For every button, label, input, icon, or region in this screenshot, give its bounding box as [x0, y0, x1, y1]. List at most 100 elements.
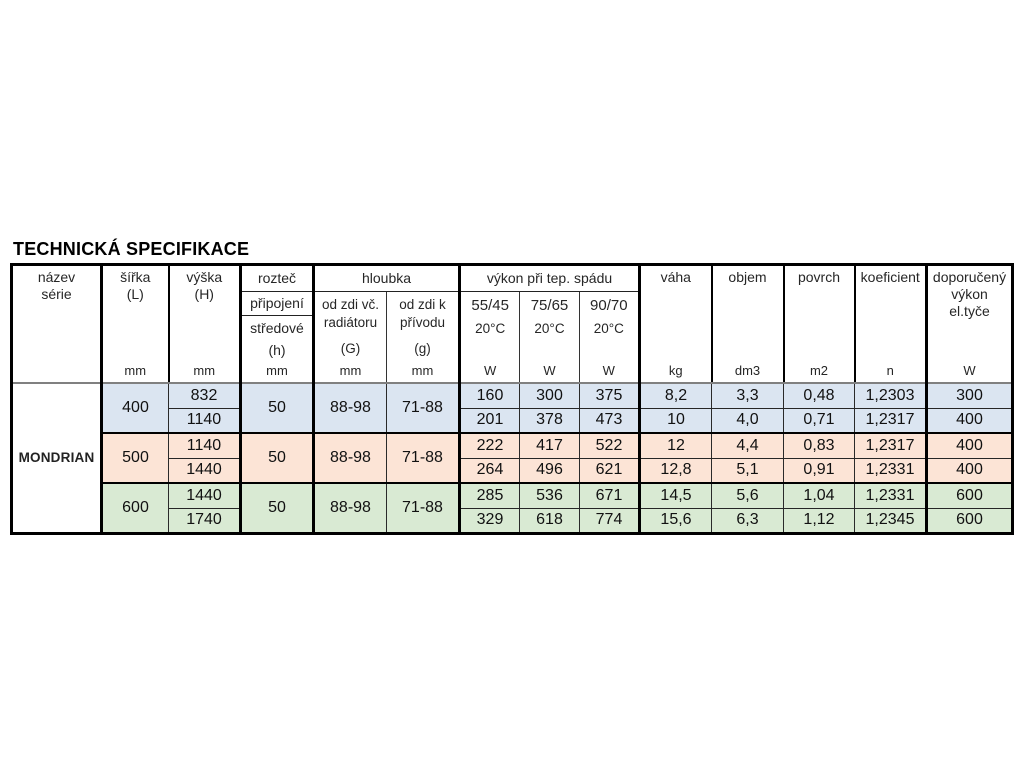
col-header-roztec: rozteč připojení středové (h) mm [240, 264, 315, 384]
cell-povrch: 0,83 [783, 433, 855, 459]
vyska-label: výška [186, 269, 223, 285]
vykon-sub-9070: 90/70 20°C W [590, 297, 628, 378]
cell-koeficient: 1,2317 [854, 408, 928, 434]
cell-vykon-7565: 378 [519, 408, 580, 434]
cell-koeficient: 1,2331 [854, 458, 928, 484]
sirka-label: šířka [120, 269, 151, 285]
roztec-line2: (h) [268, 342, 286, 358]
cell-vykon-7565: 536 [519, 483, 580, 509]
cell-roztec: 50 [240, 383, 315, 434]
cell-doporuceny: 400 [926, 408, 1013, 434]
cell-vykon-9070: 522 [579, 433, 641, 459]
cell-objem: 6,3 [711, 508, 784, 534]
hloubka-sub-privod: od zdi k přívodu (g) mm [399, 297, 446, 378]
cell-hloubka-g2: 71-88 [386, 433, 461, 484]
cell-vaha: 14,5 [639, 483, 712, 509]
cell-sirka: 500 [101, 433, 169, 484]
cell-koeficient: 1,2331 [854, 483, 928, 509]
vykon-sub-7565: 75/65 20°C W [520, 292, 580, 382]
table-row: 1140 201 378 473 10 4,0 0,71 1,2317 400 [12, 408, 1013, 434]
cell-hloubka-g: 88-98 [313, 433, 387, 484]
col-header-koeficient: koeficient n [854, 264, 928, 384]
cell-vykon-9070: 774 [579, 508, 641, 534]
cell-povrch: 1,04 [783, 483, 855, 509]
cell-vykon-9070: 621 [579, 458, 641, 484]
cell-objem: 5,6 [711, 483, 784, 509]
spec-table: název série šířka (L) mm výška (H) [10, 263, 1014, 535]
col-header-vaha: váha kg [639, 264, 713, 384]
cell-sirka: 600 [101, 483, 169, 534]
vyska-sub: (H) [194, 286, 214, 302]
cell-hloubka-g: 88-98 [313, 483, 387, 534]
cell-koeficient: 1,2345 [854, 508, 928, 534]
col-header-objem: objem dm3 [711, 264, 785, 384]
vykon-sub-5545: 55/45 20°C W [461, 292, 521, 382]
cell-vykon-9070: 473 [579, 408, 641, 434]
cell-vaha: 12 [639, 433, 712, 459]
nazev-label-line2: série [41, 286, 72, 302]
hloubka-group-label: hloubka [315, 266, 458, 292]
vykon-group-label: výkon při tep. spádu [461, 266, 638, 292]
col-header-doporuceny: doporučený výkon el.tyče W [926, 264, 1013, 384]
cell-vykon-7565: 300 [519, 383, 580, 409]
hloubka-sub-radiator: od zdi vč. radiátoru (G) mm [315, 292, 387, 382]
cell-objem: 4,0 [711, 408, 784, 434]
cell-vykon-5545: 264 [459, 458, 520, 484]
cell-hloubka-g: 88-98 [313, 383, 387, 434]
cell-vykon-9070: 375 [579, 383, 641, 409]
cell-vykon-7565: 618 [519, 508, 580, 534]
cell-vykon-5545: 160 [459, 383, 520, 409]
cell-vykon-5545: 222 [459, 433, 520, 459]
cell-vykon-9070: 671 [579, 483, 641, 509]
table-row: 1440 264 496 621 12,8 5,1 0,91 1,2331 40… [12, 458, 1013, 484]
cell-doporuceny: 300 [926, 383, 1013, 409]
cell-vaha: 8,2 [639, 383, 712, 409]
table-row: 1740 329 618 774 15,6 6,3 1,12 1,2345 60… [12, 508, 1013, 534]
cell-vyska: 1740 [168, 508, 242, 534]
table-row: 500 1140 50 88-98 71-88 222 417 522 12 4… [12, 433, 1013, 484]
cell-doporuceny: 600 [926, 483, 1013, 509]
col-header-vykon-group: výkon při tep. spádu 55/45 20°C W 75/65 … [459, 264, 641, 384]
cell-hloubka-g2: 71-88 [386, 383, 461, 434]
series-name-cell: MONDRIAN [11, 383, 103, 534]
sirka-unit: mm [124, 363, 147, 378]
vyska-unit: mm [193, 363, 216, 378]
cell-koeficient: 1,2303 [854, 383, 928, 409]
roztec-top-label: rozteč [242, 266, 312, 292]
cell-hloubka-g2: 71-88 [386, 483, 461, 534]
cell-roztec: 50 [240, 433, 315, 484]
page-title: TECHNICKÁ SPECIFIKACE [13, 239, 250, 259]
cell-vykon-5545: 285 [459, 483, 520, 509]
roztec-mid-label: připojení [242, 292, 312, 316]
cell-vykon-5545: 329 [459, 508, 520, 534]
cell-vykon-7565: 496 [519, 458, 580, 484]
cell-vaha: 10 [639, 408, 712, 434]
cell-vaha: 15,6 [639, 508, 712, 534]
cell-vyska: 832 [168, 383, 242, 409]
cell-povrch: 0,71 [783, 408, 855, 434]
cell-doporuceny: 400 [926, 458, 1013, 484]
table-row: 600 1440 50 88-98 71-88 285 536 671 14,5… [12, 483, 1013, 534]
nazev-label-line1: název [37, 269, 76, 285]
cell-objem: 5,1 [711, 458, 784, 484]
sirka-sub: (L) [126, 286, 144, 302]
cell-povrch: 0,91 [783, 458, 855, 484]
cell-doporuceny: 600 [926, 508, 1013, 534]
roztec-line1: středové [250, 320, 304, 336]
cell-vyska: 1440 [168, 483, 242, 509]
col-header-hloubka-group: hloubka od zdi vč. radiátoru (G) mm od z… [313, 264, 461, 384]
cell-sirka: 400 [101, 383, 169, 434]
col-header-povrch: povrch m2 [783, 264, 856, 384]
cell-vyska: 1140 [168, 408, 242, 434]
cell-doporuceny: 400 [926, 433, 1013, 459]
cell-koeficient: 1,2317 [854, 433, 928, 459]
cell-vykon-5545: 201 [459, 408, 520, 434]
col-header-nazev-serie: název série [11, 264, 103, 384]
table-row: MONDRIAN 400 832 50 88-98 71-88 160 300 … [11, 383, 1013, 534]
cell-vyska: 1440 [168, 458, 242, 484]
cell-vyska: 1140 [168, 433, 242, 459]
cell-vaha: 12,8 [639, 458, 712, 484]
header-row: název série šířka (L) mm výška (H) [11, 264, 1013, 384]
col-header-vyska: výška (H) mm [168, 264, 242, 384]
